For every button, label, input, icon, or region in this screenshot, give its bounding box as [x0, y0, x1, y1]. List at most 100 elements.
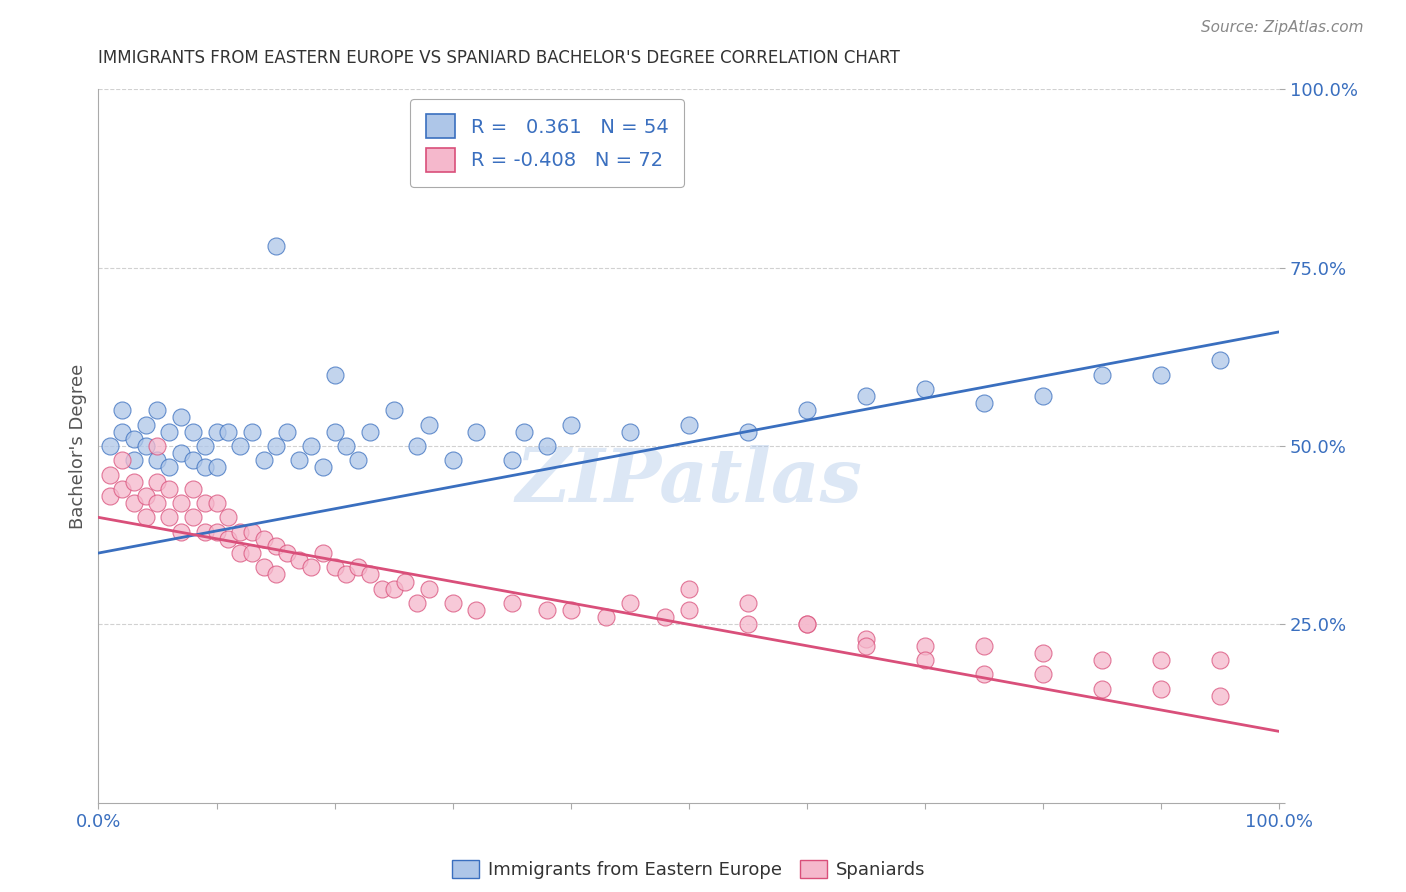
Point	[170, 524, 193, 539]
Point	[536, 603, 558, 617]
Point	[312, 460, 335, 475]
Point	[217, 510, 239, 524]
Point	[1150, 368, 1173, 382]
Point	[276, 425, 298, 439]
Point	[181, 482, 204, 496]
Point	[347, 453, 370, 467]
Point	[418, 582, 440, 596]
Point	[441, 596, 464, 610]
Point	[146, 496, 169, 510]
Point	[335, 439, 357, 453]
Point	[796, 617, 818, 632]
Point	[312, 546, 335, 560]
Point	[323, 368, 346, 382]
Point	[1209, 689, 1232, 703]
Point	[205, 524, 228, 539]
Text: Source: ZipAtlas.com: Source: ZipAtlas.com	[1201, 20, 1364, 35]
Point	[1150, 653, 1173, 667]
Point	[501, 596, 523, 610]
Point	[1209, 653, 1232, 667]
Point	[194, 524, 217, 539]
Y-axis label: Bachelor's Degree: Bachelor's Degree	[69, 363, 87, 529]
Point	[146, 475, 169, 489]
Point	[288, 453, 311, 467]
Point	[253, 560, 276, 574]
Point	[359, 567, 381, 582]
Point	[170, 496, 193, 510]
Point	[146, 439, 169, 453]
Point	[678, 603, 700, 617]
Point	[111, 453, 134, 467]
Point	[240, 425, 263, 439]
Point	[240, 524, 263, 539]
Point	[855, 632, 877, 646]
Point	[418, 417, 440, 432]
Point	[217, 532, 239, 546]
Point	[1209, 353, 1232, 368]
Point	[855, 389, 877, 403]
Point	[1091, 368, 1114, 382]
Point	[855, 639, 877, 653]
Point	[737, 617, 759, 632]
Point	[181, 425, 204, 439]
Point	[122, 475, 145, 489]
Point	[205, 460, 228, 475]
Point	[406, 596, 429, 610]
Point	[560, 603, 582, 617]
Point	[299, 560, 322, 574]
Point	[382, 582, 405, 596]
Point	[465, 603, 488, 617]
Point	[512, 425, 534, 439]
Point	[678, 582, 700, 596]
Point	[299, 439, 322, 453]
Point	[973, 396, 995, 410]
Point	[229, 546, 252, 560]
Point	[217, 425, 239, 439]
Point	[111, 482, 134, 496]
Text: IMMIGRANTS FROM EASTERN EUROPE VS SPANIARD BACHELOR'S DEGREE CORRELATION CHART: IMMIGRANTS FROM EASTERN EUROPE VS SPANIA…	[98, 49, 900, 67]
Point	[98, 439, 121, 453]
Point	[441, 453, 464, 467]
Point	[394, 574, 416, 589]
Point	[170, 410, 193, 425]
Point	[1032, 646, 1054, 660]
Point	[111, 425, 134, 439]
Point	[157, 425, 180, 439]
Point	[146, 403, 169, 417]
Point	[406, 439, 429, 453]
Point	[654, 610, 676, 624]
Point	[276, 546, 298, 560]
Point	[205, 496, 228, 510]
Point	[796, 617, 818, 632]
Point	[347, 560, 370, 574]
Point	[135, 489, 157, 503]
Point	[973, 667, 995, 681]
Point	[146, 453, 169, 467]
Point	[1150, 681, 1173, 696]
Point	[1032, 389, 1054, 403]
Text: ZIPatlas: ZIPatlas	[516, 445, 862, 518]
Point	[335, 567, 357, 582]
Point	[122, 496, 145, 510]
Point	[181, 453, 204, 467]
Point	[122, 453, 145, 467]
Point	[973, 639, 995, 653]
Point	[678, 417, 700, 432]
Point	[253, 453, 276, 467]
Point	[737, 596, 759, 610]
Point	[465, 425, 488, 439]
Point	[264, 239, 287, 253]
Point	[157, 460, 180, 475]
Point	[157, 510, 180, 524]
Point	[288, 553, 311, 567]
Point	[194, 496, 217, 510]
Point	[501, 453, 523, 467]
Point	[619, 425, 641, 439]
Point	[914, 382, 936, 396]
Point	[914, 653, 936, 667]
Point	[619, 596, 641, 610]
Point	[323, 425, 346, 439]
Point	[264, 567, 287, 582]
Point	[111, 403, 134, 417]
Point	[737, 425, 759, 439]
